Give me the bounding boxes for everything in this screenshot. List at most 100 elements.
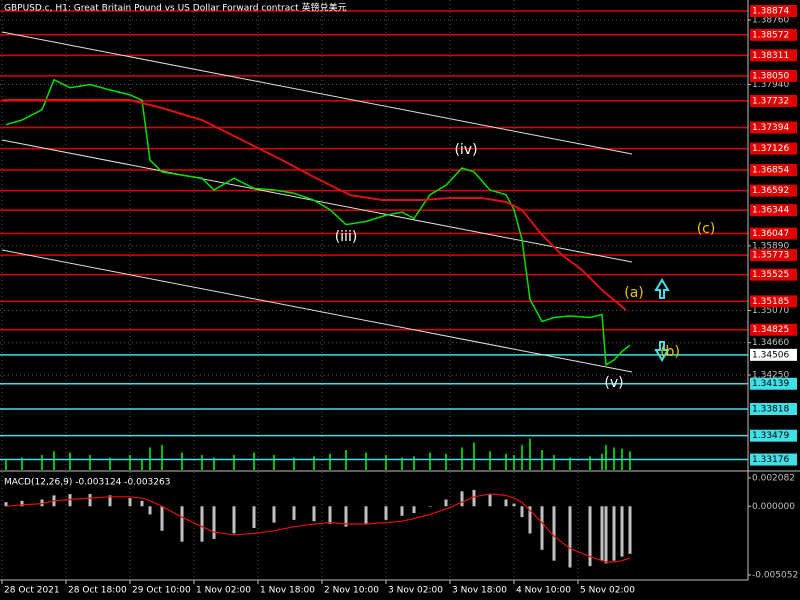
volume-bar [161, 445, 163, 470]
volume-bar [181, 452, 183, 470]
volume-bar [553, 455, 555, 470]
level-label-box [750, 249, 797, 262]
trendline [1, 249, 633, 373]
x-tick-label: 28 Oct 18:00 [68, 586, 127, 596]
level-label-box [750, 69, 797, 82]
down-arrow [654, 341, 670, 362]
volume-bar [521, 445, 523, 470]
volume-bar [385, 455, 387, 470]
level-label: 1.36344 [752, 206, 789, 216]
volume-bar [201, 455, 203, 470]
macd-bar [528, 506, 532, 534]
level-label-box [750, 204, 797, 217]
volume-bar [613, 447, 615, 470]
macd-bar [148, 506, 152, 515]
volume-bar [445, 453, 447, 470]
macd-bar [212, 506, 216, 539]
macd-bar [488, 494, 492, 507]
macd-bar [600, 506, 604, 561]
macd-bar [4, 502, 8, 507]
volume-bar [413, 456, 415, 470]
macd-bar [88, 494, 92, 507]
volume-bar [329, 453, 331, 470]
level-label-box [750, 377, 797, 390]
macd-bar [20, 500, 24, 507]
marks [0, 10, 748, 568]
level-label: 1.33479 [752, 431, 789, 441]
volume-bar [513, 455, 515, 470]
macd-bar [504, 499, 508, 507]
y-tick-label: 1.35070 [752, 306, 789, 316]
macd-bar [252, 506, 256, 529]
macd-bar [364, 506, 368, 524]
level-label: 1.33176 [752, 455, 789, 465]
macd-bar [292, 506, 296, 520]
macd-bar [512, 503, 516, 507]
volume-bar [529, 438, 531, 470]
volume-bar [589, 456, 591, 470]
x-tick-label: 2 Nov 10:00 [324, 586, 379, 596]
volume-bar [461, 447, 463, 470]
macd-bar [620, 506, 624, 557]
trendline [1, 31, 633, 155]
macd-bar [200, 506, 204, 542]
macd-bar [568, 506, 572, 568]
x-tick-label: 3 Nov 02:00 [388, 586, 443, 596]
level-label-box [750, 184, 797, 197]
x-tick-label: 1 Nov 02:00 [196, 586, 251, 596]
volume-bar [429, 452, 431, 470]
level-label-box [750, 49, 797, 62]
volume-bar [293, 457, 295, 470]
y-tick-label: -0.005052 [752, 570, 798, 580]
volume-bar [129, 455, 131, 470]
macd-bar [540, 506, 544, 550]
level-label-box [750, 5, 797, 18]
volume-bar [213, 457, 215, 470]
y-tick-label: 1.37940 [752, 80, 789, 90]
level-label: 1.35185 [752, 297, 789, 307]
macd-bar [344, 506, 348, 527]
macd-bar [232, 506, 236, 534]
x-tick-label: 28 Oct 2021 [4, 586, 60, 596]
level-label-box [750, 227, 797, 240]
level-label-box [750, 348, 797, 361]
volume-bar [69, 452, 71, 470]
level-label: 1.38050 [752, 71, 789, 81]
signal-line [5, 493, 631, 563]
grid [0, 0, 751, 584]
macd-bar [40, 499, 44, 507]
macd-bar [108, 495, 112, 507]
macd-bar [604, 506, 608, 564]
level-label-box [750, 142, 797, 155]
macd-bar [384, 506, 388, 520]
macd-bar [160, 506, 164, 531]
level-label-box [750, 164, 797, 177]
volume-bar [473, 442, 475, 470]
level-label-box [750, 429, 797, 442]
level-label-box [750, 402, 797, 415]
level-label: 1.36592 [752, 186, 789, 196]
wave-label: (v) [604, 375, 623, 391]
level-label-box [750, 94, 797, 107]
volume-bar [313, 456, 315, 470]
macd-bar [128, 498, 132, 507]
level-label: 1.34506 [752, 350, 789, 360]
level-label: 1.38874 [752, 7, 789, 17]
volume-bar [141, 458, 143, 470]
level-label-box [750, 453, 797, 466]
macd-bar [444, 499, 448, 507]
macd-bar [312, 506, 316, 522]
volume-bar [605, 445, 607, 470]
macd-bar [328, 506, 332, 524]
volume-bar [21, 457, 23, 470]
level-label: 1.35773 [752, 251, 789, 261]
trendline [1, 139, 633, 263]
volume-bar [273, 455, 275, 470]
level-label-box [750, 323, 797, 336]
y-tick-label: 0.000000 [752, 502, 795, 512]
wave-label: (a) [624, 285, 644, 301]
x-tick-label: 1 Nov 18:00 [260, 586, 315, 596]
macd-bar [520, 506, 524, 518]
y-tick-label: 0.002082 [752, 473, 795, 483]
